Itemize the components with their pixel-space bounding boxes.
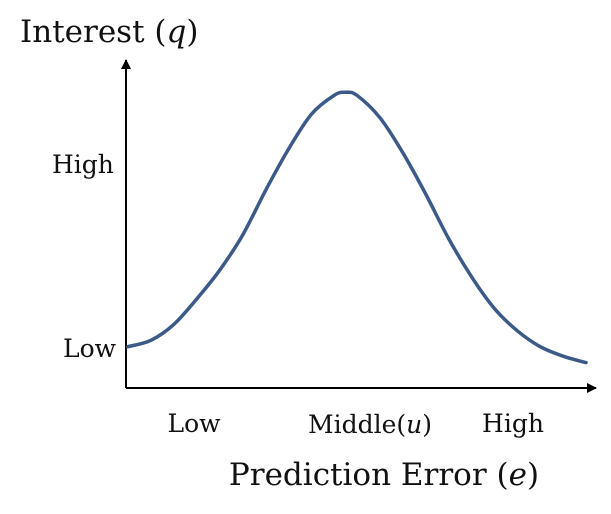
y-axis-title: Interest (q): [20, 14, 198, 50]
x-axis-title: Prediction Error (e): [229, 457, 539, 493]
x-tick-label-low: Low: [167, 409, 221, 438]
y-axis-title-var: q: [167, 14, 187, 50]
interest-curve: [126, 90, 588, 365]
y-tick-label-high: High: [52, 150, 114, 179]
y-axis-title-text: Interest: [20, 14, 145, 50]
x-tick-label-high: High: [482, 409, 544, 438]
y-tick-label-low: Low: [63, 334, 117, 363]
x-axis-title-text: Prediction Error: [229, 457, 487, 493]
x-axis-title-var: e: [509, 457, 527, 493]
x-tick-label-middle: Middle(u): [308, 410, 432, 439]
